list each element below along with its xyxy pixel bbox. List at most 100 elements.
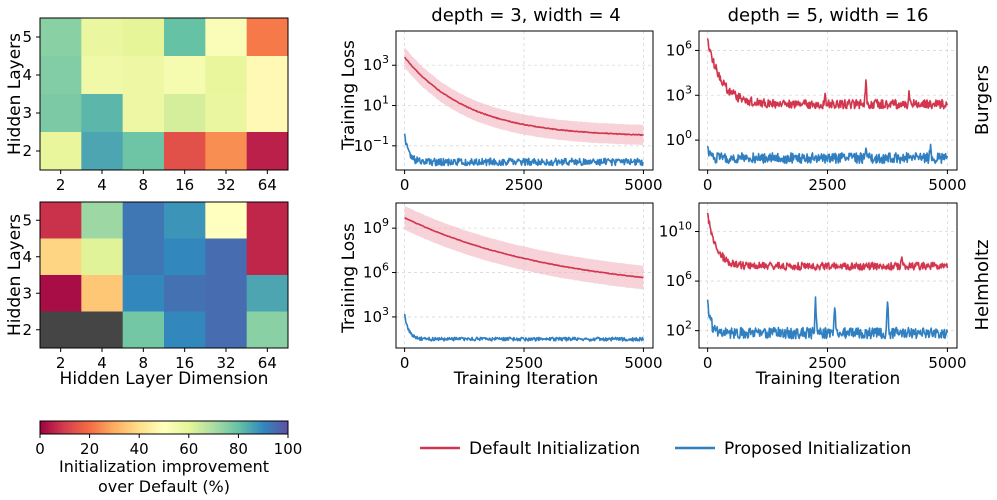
y-ticks: 100 103 106 xyxy=(666,38,699,149)
x-tick-label: 0 xyxy=(703,176,713,194)
colorbar-gradient xyxy=(39,420,289,435)
proposed-line xyxy=(403,133,645,167)
heatmap-cell xyxy=(81,132,124,171)
burgers-depth5-width16-plot: depth = 5, width = 16 0 2500 5000 100 103 106 xyxy=(666,5,967,194)
x-tick-label: 8 xyxy=(139,176,149,194)
heatmap-cell xyxy=(40,56,82,95)
y-tick-label: 4 xyxy=(22,248,32,266)
x-tick-label: 5000 xyxy=(624,176,662,194)
colorbar: 0 20 40 60 80 100 Initialization improvement … xyxy=(35,420,302,496)
heatmap-cell xyxy=(205,311,248,349)
x-tick-label: 16 xyxy=(175,176,194,194)
x-tick-label: 4 xyxy=(97,354,107,372)
helmholtz-depth3-width4-plot: Training Loss Training Iteration 0 2500 50… xyxy=(339,202,663,389)
plot-frame xyxy=(395,202,654,349)
y-tick-label: 101 xyxy=(363,94,389,115)
legend-default-label: Default Initialization xyxy=(469,439,640,459)
x-tick-label: 2 xyxy=(56,354,66,372)
colorbar-tick-label: 40 xyxy=(130,440,149,458)
heatmap-y-ticks: 5 4 3 2 xyxy=(22,211,40,339)
heatmap-cell xyxy=(205,56,248,95)
heatmap-frame xyxy=(39,17,289,171)
heatmap-cells xyxy=(40,202,289,349)
colorbar-tick-label: 100 xyxy=(274,440,303,458)
heatmap-cell xyxy=(122,56,165,95)
row-label-burgers: Burgers xyxy=(972,65,993,135)
y-tick-label: 1010 xyxy=(659,220,692,241)
heatmap-cell xyxy=(81,56,124,95)
x-tick-label: 2500 xyxy=(808,176,846,194)
heatmap-cell xyxy=(246,18,289,57)
heatmap-frame xyxy=(39,201,289,349)
x-tick-label: 16 xyxy=(175,354,194,372)
heatmap-cell xyxy=(205,132,248,171)
heatmap-cell xyxy=(205,94,248,133)
default-line xyxy=(404,217,644,279)
heatmap-cell xyxy=(246,311,289,349)
proposed-line xyxy=(403,313,645,342)
x-ticks: 0 2500 5000 xyxy=(400,170,663,194)
heatmap-cell xyxy=(122,94,165,133)
heatmap-cell xyxy=(205,18,248,57)
x-tick-label: 2500 xyxy=(505,354,543,372)
x-ticks: 0 2500 5000 xyxy=(703,170,967,194)
x-tick-label: 0 xyxy=(400,176,410,194)
heatmap-cell xyxy=(246,202,289,239)
heatmap-cell xyxy=(81,202,124,239)
heatmap-cell xyxy=(40,94,82,133)
y-tick-label: 10−1 xyxy=(354,134,389,155)
default-line xyxy=(706,38,949,110)
plot-ylabel: Training Loss xyxy=(339,223,359,334)
plot-xlabel: Training Iteration xyxy=(453,369,599,389)
x-tick-label: 8 xyxy=(139,354,149,372)
burgers-depth3-width4-plot: depth = 3, width = 4 Training Loss 0 2500… xyxy=(339,5,663,194)
heatmap-cell xyxy=(246,238,289,276)
plot-series xyxy=(403,47,645,167)
x-tick-label: 2500 xyxy=(808,354,846,372)
heatmap-cell xyxy=(164,132,206,171)
x-tick-label: 2500 xyxy=(505,176,543,194)
heatmap-cell xyxy=(40,202,82,239)
y-tick-label: 3 xyxy=(22,104,32,122)
legend-proposed-label: Proposed Initialization xyxy=(724,439,911,459)
heatmap-cell xyxy=(205,275,248,312)
default-band xyxy=(404,206,644,290)
plot-ylabel: Training Loss xyxy=(339,40,359,151)
helmholtz-depth5-width16-plot: Training Iteration 0 2500 5000 102 106 1010 xyxy=(659,202,967,389)
x-tick-label: 32 xyxy=(216,354,235,372)
colorbar-tick-label: 60 xyxy=(179,440,198,458)
heatmap-cell xyxy=(40,275,82,312)
y-tick-label: 106 xyxy=(666,38,692,59)
x-tick-label: 32 xyxy=(216,176,235,194)
x-tick-label: 2 xyxy=(56,176,66,194)
heatmap-cell xyxy=(81,311,124,349)
heatmap-cell xyxy=(205,202,248,239)
x-ticks: 0 2500 5000 xyxy=(703,348,967,372)
x-tick-label: 5000 xyxy=(624,354,662,372)
x-tick-label: 4 xyxy=(97,176,107,194)
heatmap-cell xyxy=(40,311,82,349)
y-tick-label: 103 xyxy=(363,305,389,326)
colorbar-tick-label: 0 xyxy=(35,440,45,458)
heatmap-cell xyxy=(164,56,206,95)
heatmap-cell xyxy=(205,238,248,276)
x-tick-label: 64 xyxy=(258,176,277,194)
y-tick-label: 5 xyxy=(22,28,32,46)
colorbar-ticks: 0 20 40 60 80 100 xyxy=(35,434,302,458)
plot-grid xyxy=(699,203,957,348)
colorbar-tick-label: 20 xyxy=(80,440,99,458)
heatmap-cell xyxy=(122,18,165,57)
y-tick-label: 106 xyxy=(666,269,692,290)
heatmap-cell xyxy=(122,202,165,239)
heatmap-cell xyxy=(81,94,124,133)
heatmap-cell xyxy=(246,56,289,95)
heatmap-cell xyxy=(81,275,124,312)
heatmap-cell xyxy=(122,132,165,171)
heatmap-cell xyxy=(246,275,289,312)
heatmap-cell xyxy=(122,238,165,276)
plot-series xyxy=(403,206,645,342)
y-tick-label: 4 xyxy=(22,66,32,84)
heatmap-cell xyxy=(164,18,206,57)
